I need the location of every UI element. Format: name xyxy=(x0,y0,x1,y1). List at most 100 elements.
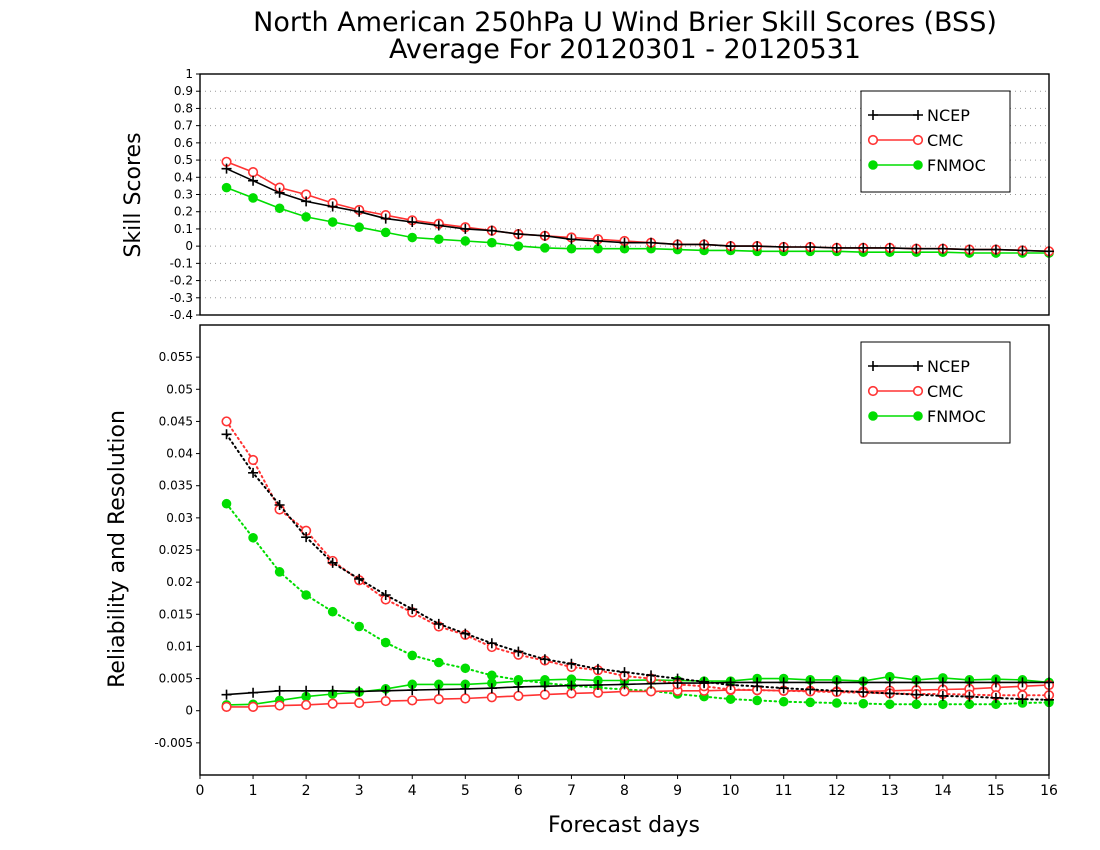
x-tick-label: 13 xyxy=(881,783,899,799)
skill-scores-panel: -0.4 -0.3 -0.2 -0.1 0 0.1 0.2 0.3 0.4 0.5 0.6 0.7 0.… xyxy=(170,67,1055,322)
y-tick-label: 0.8 xyxy=(174,101,193,115)
ncep-point xyxy=(486,683,497,694)
ncep-point xyxy=(380,590,391,600)
cmc-resolution-line xyxy=(225,420,1050,697)
cmc-point xyxy=(221,416,232,427)
y-tick-label: 0.045 xyxy=(159,414,193,428)
ncep-point xyxy=(858,242,869,253)
ncep-point xyxy=(778,242,789,253)
x-tick-label: 3 xyxy=(355,783,364,799)
reliability-resolution-panel: -0.005 0 0.005 0.01 0.015 0.02 0.025 0.03 0.035 0… xyxy=(154,324,1055,776)
y-tick-label: 0.05 xyxy=(166,382,193,396)
ncep-point xyxy=(831,242,842,253)
legend: NCEP CMC FNMOC xyxy=(860,90,1011,193)
cmc-point xyxy=(433,694,444,705)
ncep-point xyxy=(1017,245,1028,256)
x-tick-label: 1 xyxy=(249,783,258,799)
fnmoc-point xyxy=(725,694,736,704)
fnmoc-point xyxy=(248,193,258,203)
ncep-point xyxy=(433,618,444,629)
fnmoc-point xyxy=(221,498,232,509)
fnmoc-point xyxy=(380,637,391,648)
cmc-legend-marker xyxy=(867,385,879,397)
ncep-point xyxy=(513,646,524,657)
ncep-point xyxy=(937,690,948,701)
fnmoc-point xyxy=(301,212,311,222)
fnmoc-point xyxy=(301,590,311,600)
fnmoc-legend-marker xyxy=(913,160,923,170)
ncep-point xyxy=(672,673,683,684)
cmc-point xyxy=(247,701,259,712)
fnmoc-point xyxy=(885,699,895,710)
y-tick-label: 1 xyxy=(185,67,193,81)
fnmoc-point xyxy=(354,222,364,233)
ncep-point xyxy=(964,691,975,702)
y-tick-label: 0.035 xyxy=(159,479,193,493)
ncep-point xyxy=(513,229,524,240)
x-tick-label: 5 xyxy=(461,783,470,799)
fnmoc-point xyxy=(513,241,524,251)
ncep-point xyxy=(752,681,763,692)
cmc-point xyxy=(486,692,497,703)
cmc-legend-marker xyxy=(867,134,879,146)
x-tick-label: 12 xyxy=(828,783,846,799)
ncep-point xyxy=(672,239,683,250)
y-tick-label: -0.3 xyxy=(170,291,193,305)
y-tick-label: 0.1 xyxy=(174,222,193,236)
cmc-legend-label: CMC xyxy=(927,131,963,150)
y-tick-label: 0.6 xyxy=(174,136,193,150)
chart-title: North American 250hPa U Wind Brier Skill… xyxy=(253,7,997,38)
x-tick-label: 4 xyxy=(408,783,417,799)
y-tick-label: 0.5 xyxy=(174,153,193,167)
fnmoc-legend-marker xyxy=(868,160,878,170)
fnmoc-point xyxy=(858,698,869,709)
ncep-point xyxy=(221,163,232,174)
y-tick-label: -0.2 xyxy=(170,274,193,288)
ncep-point xyxy=(858,677,869,688)
ncep-point xyxy=(301,196,312,207)
ncep-legend-marker xyxy=(913,361,923,371)
ncep-point xyxy=(778,683,789,694)
y-tick-label: 0.04 xyxy=(166,447,193,461)
ncep-point xyxy=(884,677,895,688)
fnmoc-legend-marker xyxy=(913,411,923,421)
ncep-point xyxy=(1017,677,1028,688)
cmc-point xyxy=(221,701,232,712)
fnmoc-point xyxy=(487,237,497,248)
fnmoc-point xyxy=(460,236,471,246)
fnmoc-point xyxy=(327,606,338,617)
fnmoc-point xyxy=(274,567,285,577)
cmc-point xyxy=(354,697,365,709)
ncep-legend-label: NCEP xyxy=(927,106,970,125)
ncep-point xyxy=(274,187,285,198)
x-tick-label: 8 xyxy=(620,783,629,799)
y-tick-label: -0.4 xyxy=(170,308,193,322)
y-tick-label: 0.015 xyxy=(159,607,193,621)
ncep-point xyxy=(301,532,312,543)
cmc-point xyxy=(380,695,391,707)
legend-box xyxy=(860,341,1011,444)
chart-subtitle: Average For 20120301 - 20120531 xyxy=(389,34,861,65)
cmc-legend-marker xyxy=(912,385,924,397)
fnmoc-point xyxy=(407,650,418,661)
x-tick-label: 16 xyxy=(1040,783,1058,799)
ncep-point xyxy=(911,689,922,700)
ncep-point xyxy=(805,684,816,695)
ncep-point xyxy=(725,680,736,690)
reliability-resolution-ylabel: Reliability and Resolution xyxy=(105,410,130,688)
ncep-point xyxy=(327,201,338,212)
ncep-point xyxy=(619,667,630,678)
ncep-point xyxy=(407,604,418,615)
ncep-point xyxy=(274,500,285,510)
y-tick-label: 0 xyxy=(185,704,193,718)
y-tick-label: 0.03 xyxy=(166,511,193,525)
ncep-legend-marker xyxy=(868,361,878,371)
ncep-point xyxy=(592,663,603,674)
y-tick-label: 0.005 xyxy=(159,672,193,686)
ncep-point xyxy=(964,677,975,688)
fnmoc-point xyxy=(433,234,444,245)
x-tick-label: 15 xyxy=(987,783,1005,799)
legend-box xyxy=(860,90,1011,193)
ncep-point xyxy=(964,244,975,255)
ncep-point xyxy=(433,684,444,695)
